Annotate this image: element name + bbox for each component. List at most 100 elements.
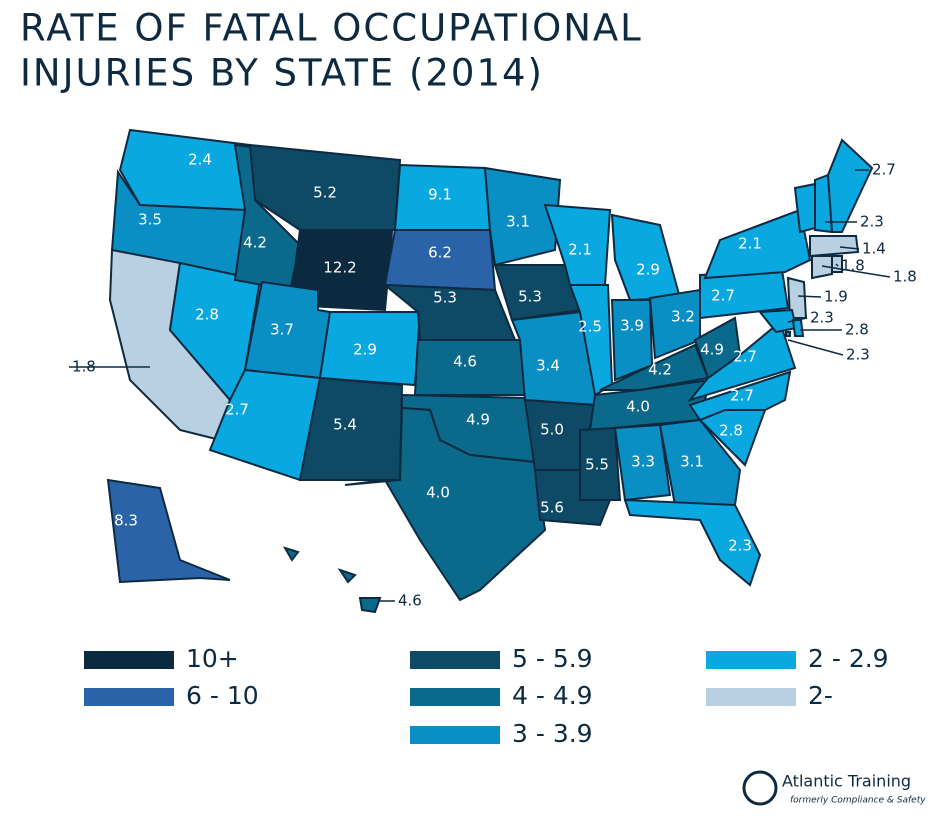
legend-label: 6 - 10	[186, 681, 259, 710]
state	[344, 406, 547, 602]
state-value: 4.9	[700, 341, 724, 359]
logo: Atlantic Training formerly Compliance & …	[742, 770, 926, 806]
state-value: 5.6	[540, 499, 564, 517]
state-value: 4.2	[243, 234, 267, 252]
legend-label: 10+	[186, 644, 239, 673]
state-value: 4.2	[648, 361, 672, 379]
legend-swatch	[706, 688, 796, 706]
state-value: 3.5	[138, 211, 162, 229]
state-value: 5.0	[540, 421, 564, 439]
state	[785, 331, 791, 337]
state-value: 2.3	[810, 309, 834, 327]
logo-name: Atlantic Training	[782, 772, 911, 791]
legend-swatch	[410, 726, 500, 744]
state-value: 5.3	[433, 289, 457, 307]
state-value: 5.4	[333, 416, 357, 434]
state-value: 2.3	[860, 213, 884, 231]
state-value: 2.7	[733, 348, 757, 366]
state-value: 1.8	[841, 257, 865, 275]
state-value: 2.7	[711, 287, 735, 305]
state-value: 4.6	[398, 592, 422, 610]
state	[282, 546, 300, 562]
legend-label: 2 - 2.9	[808, 644, 889, 673]
logo-icon	[742, 770, 778, 806]
leader-line	[821, 265, 891, 278]
state-value: 3.2	[671, 308, 695, 326]
state	[106, 478, 231, 584]
state-value: 3.7	[270, 321, 294, 339]
state-value: 3.4	[536, 357, 560, 375]
leader-line	[839, 246, 860, 250]
leader-line	[787, 339, 844, 356]
state-value: 5.3	[518, 288, 542, 306]
leader-line	[787, 317, 808, 323]
state-value: 4.0	[426, 484, 450, 502]
state	[688, 370, 792, 422]
state-value: 3.3	[631, 453, 655, 471]
state-value: 12.2	[323, 259, 356, 277]
state	[337, 568, 357, 584]
state	[693, 316, 742, 380]
legend-swatch	[410, 688, 500, 706]
state	[809, 235, 860, 258]
state	[579, 426, 622, 501]
state-value: 2.8	[719, 422, 743, 440]
state-value: 3.9	[620, 317, 644, 335]
legend-swatch	[706, 651, 796, 669]
state-value: 2.4	[188, 151, 212, 169]
state-value: 2.9	[636, 261, 660, 279]
legend-label: 5 - 5.9	[512, 644, 593, 673]
state-value: 2.7	[872, 161, 896, 179]
leader-line	[835, 263, 839, 267]
state-value: 5.5	[585, 456, 609, 474]
state-value: 2.8	[195, 306, 219, 324]
title: RATE OF FATAL OCCUPATIONAL	[20, 7, 643, 50]
state	[623, 498, 762, 587]
state-value: 1.9	[824, 288, 848, 306]
state	[703, 208, 812, 280]
state-value: 6.2	[428, 244, 452, 262]
state	[610, 213, 682, 302]
state-value: 4.0	[626, 398, 650, 416]
state-value: 2.8	[845, 321, 869, 339]
legend-label: 4 - 4.9	[512, 681, 593, 710]
state	[613, 423, 672, 502]
state-value: 2.7	[225, 401, 249, 419]
state-value: 2.3	[728, 537, 752, 555]
state-value: 4.9	[466, 411, 490, 429]
state	[358, 597, 382, 614]
states	[106, 128, 874, 614]
state-value: 1.4	[862, 240, 886, 258]
state-value: 4.6	[453, 353, 477, 371]
state	[483, 166, 562, 267]
logo-tagline: formerly Compliance & Safety	[790, 796, 926, 806]
leader-line	[797, 295, 822, 298]
state-value: 2.3	[846, 346, 870, 364]
state	[658, 418, 742, 506]
state-value: 1.8	[893, 268, 917, 286]
state	[118, 128, 252, 212]
state-value: 2.9	[353, 341, 377, 359]
state-value: 2.7	[730, 387, 754, 405]
state-value: 2.1	[568, 241, 592, 259]
state-value: 3.1	[680, 453, 704, 471]
title: INJURIES BY STATE (2014)	[20, 52, 544, 95]
state-value: 2.5	[578, 318, 602, 336]
state	[248, 143, 402, 231]
state-value: 1.8	[72, 358, 96, 376]
state-value: 2.1	[738, 235, 762, 253]
state	[811, 255, 833, 280]
legend-swatch	[410, 651, 500, 669]
legend-label: 2-	[808, 681, 833, 710]
state-value: 5.2	[313, 184, 337, 202]
state	[791, 319, 805, 337]
legend-swatch	[84, 688, 174, 706]
state-value: 3.1	[506, 213, 530, 231]
legend-label: 3 - 3.9	[512, 719, 593, 748]
state-value: 2.3	[781, 172, 805, 190]
legend-swatch	[84, 651, 174, 669]
state-value: 9.1	[428, 186, 452, 204]
state-value: 8.3	[114, 512, 138, 530]
